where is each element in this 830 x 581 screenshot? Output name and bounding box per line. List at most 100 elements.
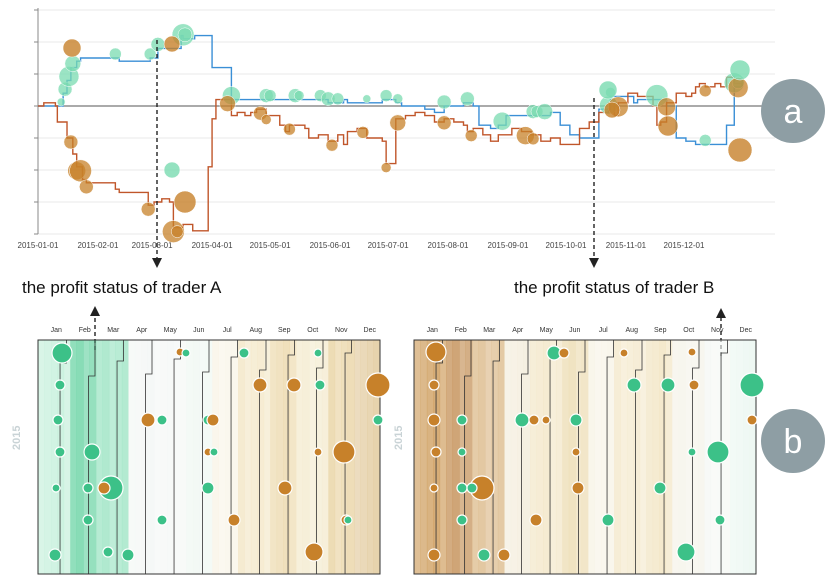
week-column: [678, 340, 686, 574]
month-label: Jan: [427, 327, 438, 334]
trade-dot-green: [313, 348, 323, 358]
trade-marker-green: [177, 27, 193, 43]
trade-dot-brown: [571, 447, 581, 457]
month-label: Jul: [223, 327, 232, 334]
week-column: [614, 340, 621, 574]
trade-dot-brown: [429, 483, 439, 493]
month-boundary: [88, 340, 96, 574]
month-label: Nov: [335, 327, 348, 334]
x-tick-label: 2015-09-01: [488, 241, 529, 250]
month-label: Aug: [250, 327, 263, 334]
week-column: [44, 340, 52, 574]
trade-dot-green: [156, 414, 168, 426]
week-column: [360, 340, 368, 574]
trade-marker-brown: [603, 101, 621, 119]
line-chart-panel-a: 2015-01-01 2015-02-01 2015-03-01 2015-04-01…: [18, 8, 775, 250]
trade-marker-green: [331, 92, 345, 106]
week-column: [283, 340, 290, 574]
trade-dot-green: [477, 548, 491, 562]
week-column: [63, 340, 71, 574]
week-column: [601, 340, 608, 574]
month-label: May: [164, 327, 178, 334]
month-boundary: [606, 340, 614, 574]
week-column: [263, 340, 271, 574]
week-column: [205, 340, 213, 574]
trade-dot-green: [52, 414, 64, 426]
week-column: [225, 340, 232, 574]
month-label: Dec: [740, 327, 753, 334]
week-column: [536, 340, 544, 574]
week-column: [581, 340, 589, 574]
trade-marker-brown: [140, 201, 156, 217]
month-label: Nov: [711, 327, 724, 334]
month-label: Mar: [483, 327, 496, 334]
trade-marker-brown: [657, 115, 679, 137]
trade-dot-green: [48, 548, 62, 562]
trade-dot-green: [739, 372, 765, 398]
week-column: [238, 340, 245, 574]
trade-dot-green: [569, 413, 583, 427]
week-column: [484, 340, 492, 574]
trade-dot-green: [457, 447, 467, 457]
trade-marker-green: [729, 59, 751, 81]
week-column: [218, 340, 226, 574]
week-column: [633, 340, 641, 574]
trade-dot-brown: [428, 379, 440, 391]
trade-marker-green: [598, 80, 618, 100]
x-tick-label: 2015-07-01: [368, 241, 409, 250]
trade-dot-green: [514, 412, 530, 428]
week-column: [328, 340, 336, 574]
month-label: Jul: [599, 327, 608, 334]
trade-marker-brown: [699, 84, 712, 98]
trade-marker-brown: [283, 122, 296, 136]
annotation-arrow-a: [152, 40, 162, 268]
week-column: [76, 340, 84, 574]
x-tick-label: 2015-03-01: [132, 241, 173, 250]
week-column: [160, 340, 168, 574]
month-boundary: [692, 340, 700, 574]
week-column: [549, 340, 557, 574]
week-column: [523, 340, 531, 574]
month-boundary: [663, 340, 671, 574]
trade-dot-green: [51, 342, 73, 364]
trade-dot-brown: [140, 412, 156, 428]
trade-dot-brown: [286, 377, 302, 393]
week-column: [102, 340, 110, 574]
week-column: [50, 340, 58, 574]
trade-dot-brown: [332, 440, 356, 464]
week-column: [70, 340, 78, 574]
trade-dot-brown: [304, 542, 324, 562]
week-column: [414, 340, 421, 574]
week-column: [309, 340, 316, 574]
week-column: [691, 340, 699, 574]
caption-trader-a: the profit status of trader A: [22, 278, 222, 297]
week-column: [108, 340, 116, 574]
month-label: Sep: [654, 327, 667, 334]
week-column: [743, 340, 750, 574]
week-column: [192, 340, 200, 574]
week-column: [257, 340, 265, 574]
week-column: [497, 340, 505, 574]
week-column: [270, 340, 278, 574]
calendar-heatmap-trader-a: Jan Feb Mar Apr May Jun Jul Aug Sep Oct Nov Dec: [37, 327, 391, 575]
trade-dot-brown: [206, 413, 220, 427]
week-column: [186, 340, 194, 574]
week-column: [373, 340, 381, 574]
trade-marker-brown: [62, 38, 82, 58]
week-column: [141, 340, 148, 574]
week-column: [697, 340, 705, 574]
week-column: [652, 340, 660, 574]
trade-dot-brown: [529, 513, 543, 527]
trade-marker-green: [362, 94, 372, 104]
week-column: [128, 340, 136, 574]
week-column: [588, 340, 595, 574]
week-column: [212, 340, 219, 574]
trade-marker-brown: [526, 132, 540, 146]
calendar-heatmap-trader-b: Jan Feb Mar Apr May Jun Jul Aug Sep Oct Nov Dec: [413, 327, 765, 575]
week-column: [354, 340, 361, 574]
trade-marker-green: [64, 55, 82, 72]
week-column: [594, 340, 602, 574]
month-boundary: [116, 340, 124, 574]
trade-marker-green: [699, 134, 712, 147]
week-column: [420, 340, 428, 574]
